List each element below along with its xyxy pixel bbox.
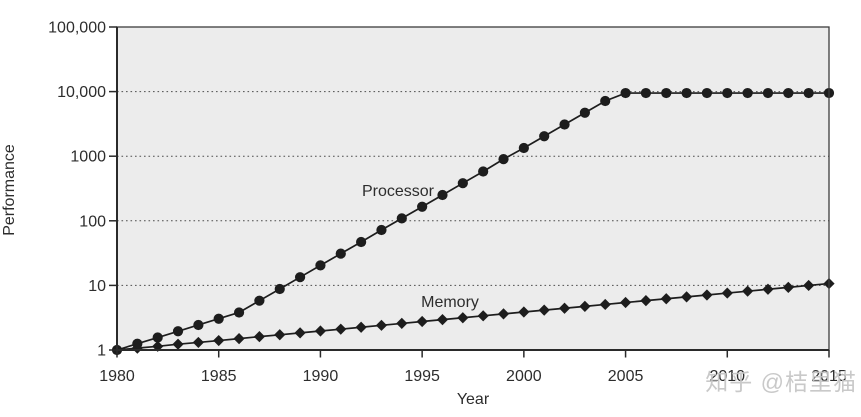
memory-marker xyxy=(396,317,408,330)
x-tick-label: 1985 xyxy=(201,368,237,385)
processor-marker xyxy=(742,87,753,99)
processor-marker xyxy=(152,332,163,343)
memory-marker xyxy=(335,323,347,335)
x-tick-label: 2010 xyxy=(709,368,745,385)
memory-marker xyxy=(192,336,204,349)
y-tick-label: 10,000 xyxy=(57,84,106,101)
memory-marker xyxy=(253,331,265,343)
memory-marker xyxy=(314,325,327,337)
memory-marker xyxy=(477,310,489,322)
memory-marker xyxy=(416,315,428,328)
memory-marker xyxy=(762,283,774,295)
processor-marker xyxy=(417,201,428,212)
processor-marker xyxy=(783,87,794,99)
processor-marker xyxy=(722,87,733,99)
y-tick-label: 100 xyxy=(79,213,106,230)
processor-marker xyxy=(254,295,265,306)
processor-marker xyxy=(701,87,713,99)
processor-marker xyxy=(518,142,529,154)
y-tick-label: 100,000 xyxy=(48,20,106,37)
memory-marker xyxy=(721,287,733,299)
x-tick-label: 2005 xyxy=(608,368,644,385)
processor-marker xyxy=(559,119,570,130)
memory-marker xyxy=(375,319,388,331)
memory-marker xyxy=(660,293,672,305)
processor-marker xyxy=(356,236,367,248)
x-tick-label: 1995 xyxy=(404,368,440,385)
memory-marker xyxy=(233,333,245,345)
processor-marker xyxy=(213,313,224,324)
memory-marker xyxy=(172,338,184,350)
processor-marker xyxy=(600,95,611,107)
memory-marker xyxy=(152,340,164,352)
memory-marker xyxy=(355,321,367,333)
processor-marker xyxy=(620,87,631,99)
x-tick-label: 1980 xyxy=(99,368,135,385)
x-tick-label: 2015 xyxy=(811,368,847,385)
series-label-memory: Memory xyxy=(421,294,479,311)
processor-marker xyxy=(335,248,346,259)
y-tick-label: 1000 xyxy=(70,149,106,166)
memory-marker xyxy=(558,302,571,314)
x-tick-label: 1990 xyxy=(303,368,339,385)
processor-marker xyxy=(315,260,326,271)
memory-marker xyxy=(213,334,225,347)
processor-marker xyxy=(193,319,204,331)
memory-marker xyxy=(640,295,652,307)
memory-marker xyxy=(803,279,815,292)
memory-marker xyxy=(457,312,469,324)
memory-marker xyxy=(701,289,713,301)
x-tick-label: 2000 xyxy=(506,368,542,385)
memory-marker xyxy=(538,304,550,316)
processor-marker xyxy=(539,131,550,142)
processor-marker xyxy=(274,283,285,295)
processor-marker xyxy=(579,107,590,118)
memory-marker xyxy=(619,296,632,309)
series-label-processor: Processor xyxy=(362,183,435,200)
memory-marker xyxy=(294,327,306,339)
memory-marker xyxy=(274,329,286,341)
processor-marker xyxy=(661,87,672,99)
processor-marker xyxy=(396,213,407,224)
chart-plot-layer: 1 10 100 1000 10,000 100,000 1980 1985 1990 1995 2… xyxy=(48,20,847,386)
y-tick-label: 1 xyxy=(97,343,106,360)
processor-marker xyxy=(233,307,245,318)
processor-marker xyxy=(803,87,814,99)
processor-marker xyxy=(681,87,692,99)
processor-marker xyxy=(762,87,774,99)
memory-marker xyxy=(782,281,794,293)
processor-marker xyxy=(640,87,652,99)
x-axis-title: Year xyxy=(457,391,490,408)
processor-marker xyxy=(294,272,306,283)
processor-marker xyxy=(457,178,468,189)
memory-marker xyxy=(742,285,754,297)
processor-marker xyxy=(376,224,387,236)
memory-marker xyxy=(579,300,591,312)
processor-marker xyxy=(478,166,489,177)
y-tick-label: 10 xyxy=(88,278,106,295)
y-axis-title: Performance xyxy=(1,144,18,236)
memory-marker xyxy=(518,306,530,318)
memory-marker xyxy=(436,314,449,326)
memory-marker xyxy=(497,308,510,320)
processor-marker xyxy=(498,154,509,165)
memory-marker xyxy=(681,291,693,303)
processor-marker xyxy=(172,326,184,337)
processor-marker xyxy=(437,189,448,201)
memory-marker xyxy=(599,298,611,311)
